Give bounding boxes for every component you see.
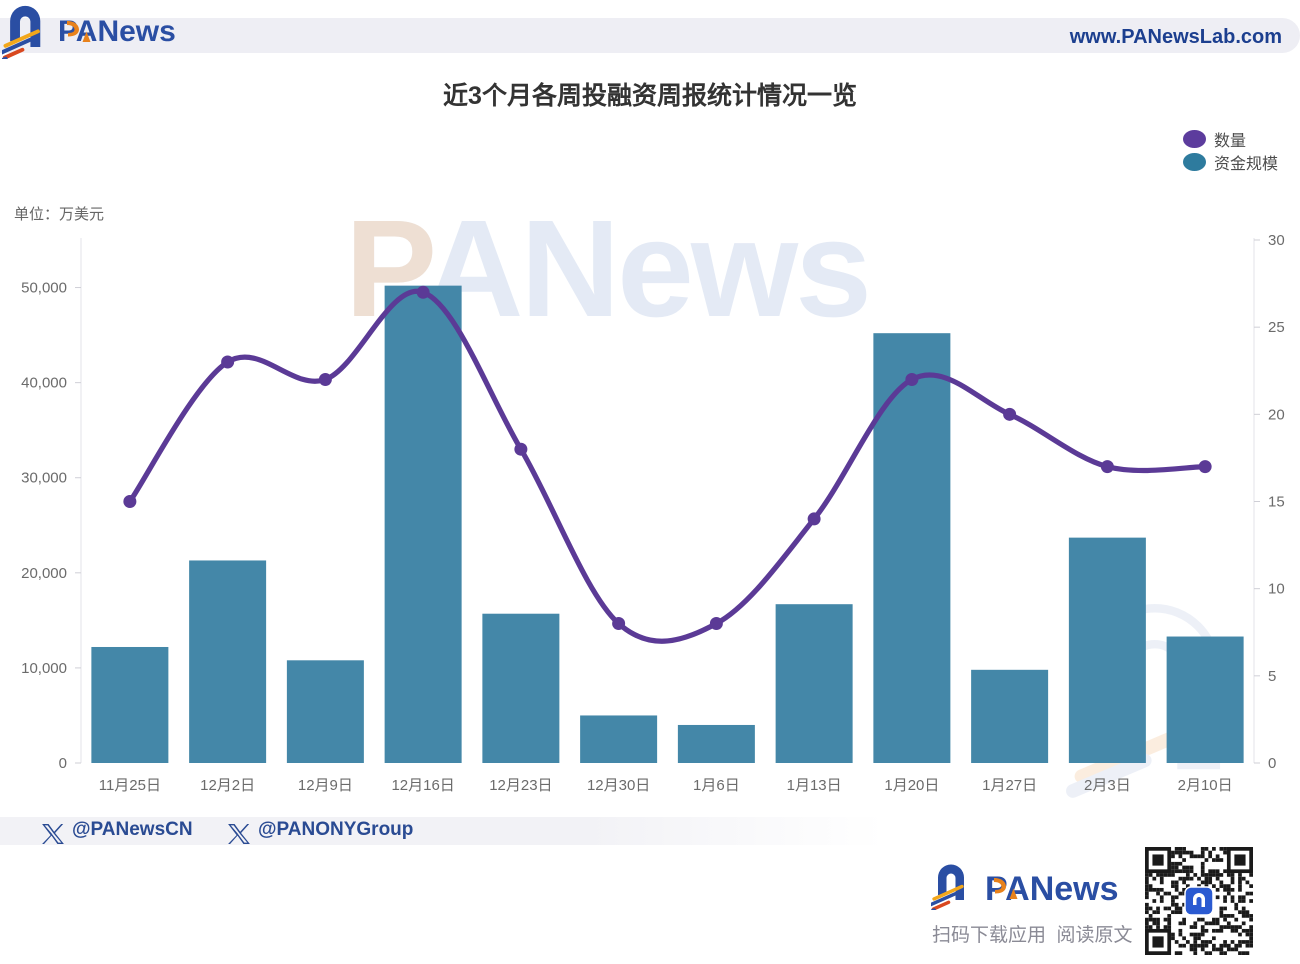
svg-text:50,000: 50,000 [21, 280, 67, 297]
svg-text:1月6日: 1月6日 [693, 777, 740, 794]
svg-text:1月13日: 1月13日 [787, 777, 842, 794]
svg-text:12月30日: 12月30日 [587, 777, 650, 794]
svg-text:15: 15 [1268, 494, 1285, 511]
svg-text:20: 20 [1268, 406, 1285, 423]
svg-text:10,000: 10,000 [21, 660, 67, 677]
svg-text:25: 25 [1268, 319, 1285, 336]
svg-text:1月27日: 1月27日 [982, 777, 1037, 794]
svg-text:2月3日: 2月3日 [1084, 777, 1131, 794]
svg-text:12月23日: 12月23日 [489, 777, 552, 794]
svg-text:11月25日: 11月25日 [99, 777, 161, 794]
svg-text:12月2日: 12月2日 [200, 777, 255, 794]
svg-text:0: 0 [59, 755, 67, 772]
svg-text:10: 10 [1268, 581, 1285, 598]
svg-text:0: 0 [1268, 755, 1276, 772]
svg-text:12月16日: 12月16日 [391, 777, 454, 794]
svg-text:30,000: 30,000 [21, 470, 67, 487]
svg-text:30: 30 [1268, 232, 1285, 249]
svg-text:5: 5 [1268, 668, 1276, 685]
svg-text:12月9日: 12月9日 [298, 777, 353, 794]
svg-text:40,000: 40,000 [21, 375, 67, 392]
svg-text:1月20日: 1月20日 [884, 777, 939, 794]
svg-text:2月10日: 2月10日 [1178, 777, 1233, 794]
svg-text:20,000: 20,000 [21, 565, 67, 582]
